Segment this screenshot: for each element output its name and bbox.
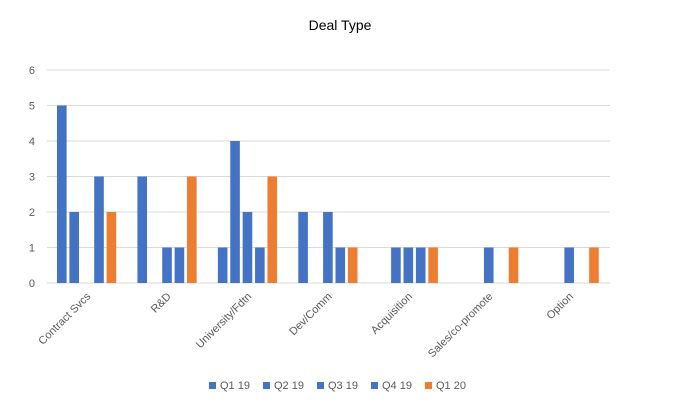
bar-acquisition-q2-19 (391, 247, 401, 283)
legend-swatch (263, 382, 270, 389)
bar-contract-svcs-q4-19 (94, 176, 104, 283)
bar-dev-comm-q4-19 (335, 247, 346, 283)
x-tick-label: Acquisition (369, 291, 415, 337)
bar-contract-svcs-q1-20 (106, 212, 117, 283)
legend-label: Q4 19 (382, 380, 412, 392)
bar-acquisition-q4-19 (415, 247, 426, 283)
bar-university-fdtn-q1-20 (267, 176, 278, 283)
y-tick-label: 4 (29, 136, 35, 148)
bar-dev-comm-q1-20 (347, 247, 358, 283)
bar-option-q1-20 (589, 247, 599, 283)
legend-swatch (371, 382, 378, 389)
legend: Q1 19 Q2 19 Q3 19 Q4 19 Q1 20 (209, 380, 466, 392)
legend-label: Q2 19 (274, 380, 304, 392)
bar-acquisition-q3-19 (403, 247, 414, 283)
x-axis: Contract Svcs R&D University/Fdtn Dev/Comm A… (36, 290, 575, 360)
x-tick-label: Option (544, 291, 575, 322)
y-tick-label: 1 (29, 243, 35, 255)
bar-r-d-q4-19 (174, 247, 185, 283)
legend-swatch (425, 382, 432, 389)
bar-option-q3-19 (564, 247, 574, 283)
x-tick-label: Sales/co-promote (426, 291, 495, 360)
legend-label: Q3 19 (328, 380, 358, 392)
y-tick-label: 3 (29, 172, 35, 184)
bar-r-d-q3-19 (162, 247, 172, 283)
legend-label: Q1 19 (220, 380, 250, 392)
x-tick-label: Dev/Comm (287, 291, 334, 338)
y-tick-label: 6 (29, 65, 35, 77)
bar-university-fdtn-q4-19 (255, 247, 265, 283)
legend-swatch (209, 382, 216, 389)
y-tick-label: 5 (29, 101, 35, 113)
chart-title: Deal Type (309, 17, 372, 33)
y-tick-label: 0 (29, 278, 35, 290)
bar-contract-svcs-q1-19 (57, 105, 67, 283)
bars (57, 105, 599, 283)
y-tick-label: 2 (29, 207, 35, 219)
x-tick-label: University/Fdtn (194, 291, 254, 351)
x-tick-label: Contract Svcs (36, 290, 93, 347)
y-axis: 0 1 2 3 4 5 6 (29, 65, 35, 290)
bar-university-fdtn-q2-19 (230, 141, 240, 283)
bar-contract-svcs-q2-19 (69, 212, 79, 283)
bar-sales-co-promote-q3-19 (483, 247, 494, 283)
legend-label: Q1 20 (436, 380, 466, 392)
bar-r-d-q1-20 (187, 176, 197, 283)
bar-sales-co-promote-q1-20 (508, 247, 519, 283)
bar-dev-comm-q3-19 (323, 212, 333, 283)
bar-university-fdtn-q3-19 (242, 212, 253, 283)
bar-r-d-q1-19 (137, 176, 148, 283)
bar-university-fdtn-q1-19 (217, 247, 228, 283)
legend-swatch (317, 382, 324, 389)
x-tick-label: R&D (149, 291, 174, 316)
bar-acquisition-q1-20 (428, 247, 438, 283)
bar-dev-comm-q1-19 (298, 212, 308, 283)
